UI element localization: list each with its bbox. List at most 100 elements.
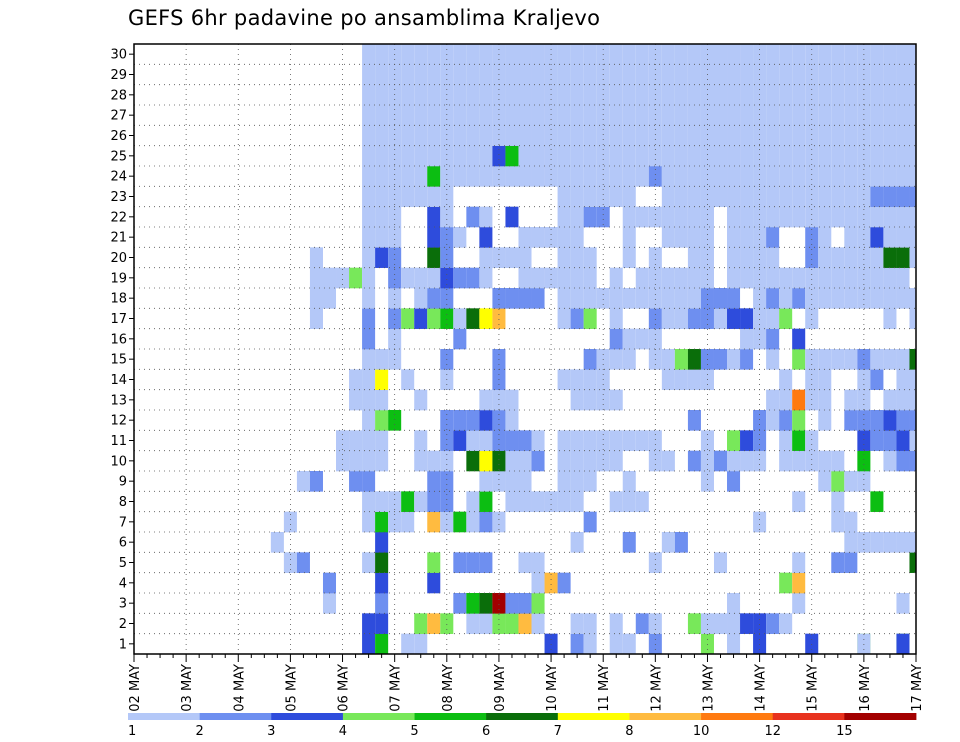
heatmap-cell: [792, 328, 806, 350]
heatmap-cell: [687, 64, 701, 85]
heatmap-cell: [362, 633, 376, 655]
heatmap-cell: [583, 206, 597, 228]
heatmap-cell: [883, 125, 897, 146]
y-tick-label: 1: [119, 637, 127, 652]
heatmap-cell: [753, 125, 767, 146]
heatmap-cell: [531, 84, 545, 106]
heatmap-cell: [414, 186, 428, 207]
heatmap-cell: [648, 288, 662, 309]
heatmap-cell: [492, 430, 506, 451]
heatmap-cell: [583, 511, 597, 533]
heatmap-cell: [661, 84, 675, 106]
heatmap-cell: [479, 450, 493, 472]
heatmap-cell: [375, 532, 389, 553]
heatmap-cell: [518, 84, 532, 106]
y-tick-label: 13: [110, 393, 127, 408]
heatmap-cell: [844, 389, 858, 411]
heatmap-cell: [492, 613, 506, 634]
heatmap-cell: [896, 532, 910, 553]
heatmap-cell: [531, 613, 545, 634]
heatmap-cell: [609, 186, 623, 207]
heatmap-cell: [635, 105, 649, 126]
heatmap-cell: [857, 267, 871, 289]
heatmap-cell: [844, 145, 858, 167]
heatmap-cell: [687, 105, 701, 126]
heatmap-cell: [596, 288, 610, 309]
heatmap-cell: [661, 186, 675, 207]
heatmap-cell: [805, 633, 819, 655]
heatmap-cell: [349, 389, 363, 411]
heatmap-cell: [440, 267, 454, 289]
heatmap-cell: [505, 491, 519, 512]
heatmap-cell: [375, 572, 389, 594]
heatmap-cell: [375, 511, 389, 533]
heatmap-cell: [727, 633, 741, 655]
heatmap-cell: [857, 288, 871, 309]
heatmap-cell: [336, 450, 350, 472]
heatmap-cell: [766, 389, 780, 411]
heatmap-cell: [727, 593, 741, 614]
heatmap-cell: [909, 145, 916, 167]
heatmap-cell: [766, 145, 780, 167]
heatmap-cell: [805, 186, 819, 207]
heatmap-cell: [570, 166, 584, 187]
heatmap-cell: [479, 267, 493, 289]
x-tick-label: 09 MAY: [493, 664, 508, 712]
heatmap-cell: [296, 471, 310, 492]
heatmap-cell: [622, 633, 636, 655]
y-tick-label: 26: [110, 129, 127, 144]
x-tick-label: 07 MAY: [389, 664, 404, 712]
x-tick-label: 08 MAY: [441, 664, 456, 712]
heatmap-cell: [505, 105, 519, 126]
heatmap-cell: [322, 267, 337, 289]
heatmap-cell: [661, 532, 675, 553]
heatmap-cell: [753, 267, 767, 289]
heatmap-cell: [466, 84, 480, 106]
heatmap-cell: [779, 389, 793, 411]
heatmap-cell: [779, 450, 793, 472]
heatmap-cell: [531, 64, 545, 85]
heatmap-cell: [896, 105, 910, 126]
heatmap-cell: [661, 145, 675, 167]
heatmap-cell: [713, 145, 728, 167]
heatmap-cell: [596, 166, 610, 187]
heatmap-cell: [818, 410, 832, 431]
heatmap-cell: [401, 64, 415, 85]
heatmap-cell: [713, 84, 728, 106]
heatmap-cell: [362, 125, 376, 146]
heatmap-cell: [713, 166, 728, 187]
heatmap-cell: [440, 613, 454, 634]
heatmap-cell: [283, 511, 297, 533]
heatmap-cell: [831, 186, 845, 207]
heatmap-cell: [557, 145, 571, 167]
heatmap-cell: [740, 308, 754, 329]
heatmap-cell: [792, 593, 806, 614]
heatmap-cell: [766, 186, 780, 207]
heatmap-cell: [375, 450, 389, 472]
heatmap-cell: [622, 105, 636, 126]
legend-label: 5: [410, 724, 418, 739]
heatmap-cell: [296, 552, 310, 573]
heatmap-cell: [700, 267, 714, 289]
heatmap-cell: [479, 593, 493, 614]
heatmap-cell: [700, 206, 714, 228]
heatmap-cell: [740, 450, 754, 472]
heatmap-cell: [635, 288, 649, 309]
heatmap-cell: [440, 511, 454, 533]
heatmap-cell: [362, 450, 376, 472]
heatmap-cell: [870, 64, 884, 85]
heatmap-cell: [896, 349, 910, 370]
heatmap-cell: [792, 349, 806, 370]
heatmap-cell: [401, 267, 415, 289]
heatmap-cell: [414, 613, 428, 634]
heatmap-cell: [674, 349, 688, 370]
heatmap-cell: [609, 633, 623, 655]
heatmap-cell: [401, 84, 415, 106]
heatmap-cell: [740, 44, 754, 65]
heatmap-cell: [349, 471, 363, 492]
heatmap-cell: [805, 227, 819, 248]
heatmap-cell: [792, 552, 806, 573]
heatmap-cell: [375, 125, 389, 146]
heatmap-cell: [857, 450, 871, 472]
heatmap-cell: [857, 532, 871, 553]
